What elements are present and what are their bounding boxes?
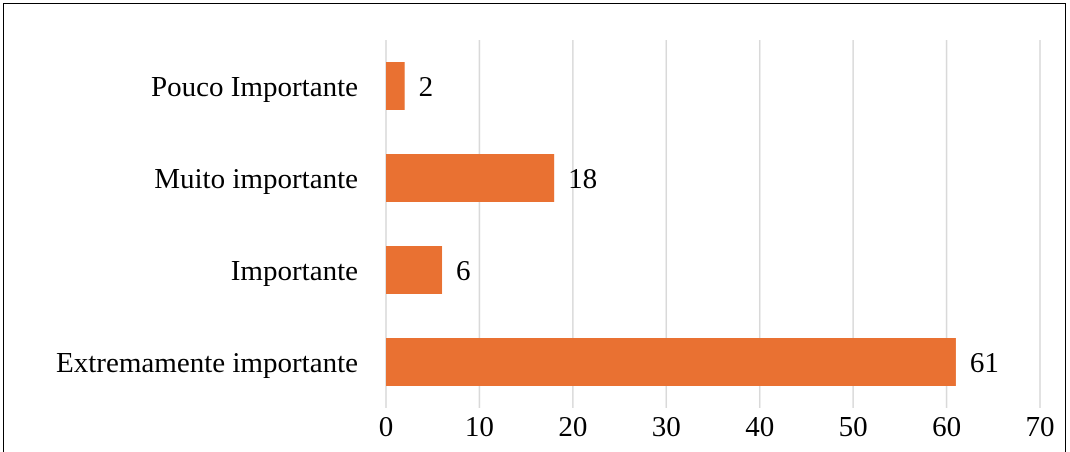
data-label: 61 xyxy=(970,347,999,379)
bar xyxy=(386,246,443,294)
x-tick-label: 30 xyxy=(652,411,681,443)
data-label: 6 xyxy=(456,255,471,287)
category-labels: Pouco Importante Muito importante Importan… xyxy=(56,71,358,379)
bar xyxy=(386,338,956,386)
bar xyxy=(386,62,405,110)
data-labels: 2 18 6 61 xyxy=(419,71,999,379)
category-label: Extremamente importante xyxy=(56,347,358,379)
bars xyxy=(386,62,956,386)
x-tick-label: 10 xyxy=(465,411,494,443)
category-label: Pouco Importante xyxy=(151,71,358,103)
x-axis-tick-labels: 0 10 20 30 40 50 60 70 xyxy=(379,411,1055,443)
x-tick-label: 70 xyxy=(1026,411,1055,443)
x-tick-label: 0 xyxy=(379,411,394,443)
x-tick-label: 20 xyxy=(558,411,587,443)
category-label: Importante xyxy=(231,255,358,287)
bar xyxy=(386,154,555,202)
data-label: 18 xyxy=(568,163,597,195)
category-label: Muito importante xyxy=(154,163,358,195)
x-tick-label: 60 xyxy=(932,411,961,443)
data-label: 2 xyxy=(419,71,434,103)
x-tick-label: 50 xyxy=(839,411,868,443)
x-tick-label: 40 xyxy=(745,411,774,443)
